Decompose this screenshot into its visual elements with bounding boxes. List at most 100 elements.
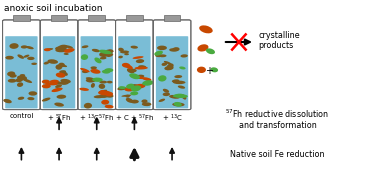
Ellipse shape bbox=[211, 67, 218, 72]
Ellipse shape bbox=[164, 66, 174, 70]
Ellipse shape bbox=[129, 73, 140, 79]
Ellipse shape bbox=[56, 48, 68, 52]
Ellipse shape bbox=[178, 86, 185, 89]
Ellipse shape bbox=[172, 79, 180, 83]
Ellipse shape bbox=[105, 92, 113, 96]
Ellipse shape bbox=[18, 97, 24, 100]
Ellipse shape bbox=[44, 48, 51, 51]
Ellipse shape bbox=[7, 71, 15, 76]
Ellipse shape bbox=[136, 59, 144, 63]
Ellipse shape bbox=[65, 45, 73, 49]
Ellipse shape bbox=[99, 94, 109, 98]
Ellipse shape bbox=[118, 56, 123, 58]
Ellipse shape bbox=[161, 63, 167, 66]
Ellipse shape bbox=[82, 45, 88, 48]
Ellipse shape bbox=[9, 43, 19, 49]
Ellipse shape bbox=[124, 53, 129, 55]
Ellipse shape bbox=[181, 94, 186, 100]
Ellipse shape bbox=[82, 71, 88, 73]
FancyBboxPatch shape bbox=[118, 36, 150, 108]
Ellipse shape bbox=[31, 63, 37, 65]
FancyBboxPatch shape bbox=[78, 20, 116, 110]
Text: + C + $^{57}$Fh: + C + $^{57}$Fh bbox=[115, 113, 154, 124]
Ellipse shape bbox=[20, 74, 25, 76]
Ellipse shape bbox=[27, 97, 34, 100]
Ellipse shape bbox=[174, 102, 182, 107]
Ellipse shape bbox=[163, 92, 170, 96]
Ellipse shape bbox=[44, 62, 49, 65]
Ellipse shape bbox=[104, 68, 113, 72]
Text: + $^{57}$Fh: + $^{57}$Fh bbox=[47, 113, 71, 124]
Ellipse shape bbox=[94, 95, 105, 98]
Text: $^{57}$Fh reductive dissolution
and transformation: $^{57}$Fh reductive dissolution and tran… bbox=[226, 107, 330, 130]
Ellipse shape bbox=[64, 53, 69, 55]
Ellipse shape bbox=[28, 91, 37, 96]
Ellipse shape bbox=[141, 99, 147, 103]
Ellipse shape bbox=[173, 81, 186, 84]
Text: + $^{13}$C$^{57}$Fh: + $^{13}$C$^{57}$Fh bbox=[79, 113, 115, 124]
Ellipse shape bbox=[90, 66, 97, 69]
Ellipse shape bbox=[46, 48, 53, 50]
FancyBboxPatch shape bbox=[3, 20, 40, 110]
Ellipse shape bbox=[58, 63, 65, 67]
Ellipse shape bbox=[84, 103, 92, 108]
Ellipse shape bbox=[180, 54, 188, 57]
Ellipse shape bbox=[94, 57, 102, 63]
Ellipse shape bbox=[86, 77, 94, 80]
Ellipse shape bbox=[167, 63, 174, 69]
Ellipse shape bbox=[119, 86, 126, 89]
Ellipse shape bbox=[134, 84, 146, 89]
Ellipse shape bbox=[102, 70, 110, 74]
Ellipse shape bbox=[56, 73, 65, 78]
Ellipse shape bbox=[99, 90, 104, 94]
FancyBboxPatch shape bbox=[43, 36, 75, 108]
Ellipse shape bbox=[99, 81, 107, 83]
Ellipse shape bbox=[99, 52, 109, 57]
Ellipse shape bbox=[130, 100, 139, 104]
Ellipse shape bbox=[80, 68, 90, 72]
Ellipse shape bbox=[42, 80, 50, 84]
Ellipse shape bbox=[54, 81, 62, 85]
Ellipse shape bbox=[173, 94, 183, 97]
Ellipse shape bbox=[92, 78, 103, 82]
Ellipse shape bbox=[122, 63, 130, 68]
Ellipse shape bbox=[55, 46, 64, 51]
Ellipse shape bbox=[55, 84, 62, 88]
Ellipse shape bbox=[62, 71, 68, 76]
Ellipse shape bbox=[172, 47, 180, 51]
Ellipse shape bbox=[169, 48, 177, 52]
Ellipse shape bbox=[99, 84, 105, 89]
Ellipse shape bbox=[132, 84, 140, 88]
Ellipse shape bbox=[142, 102, 151, 106]
Ellipse shape bbox=[5, 56, 14, 60]
Ellipse shape bbox=[155, 54, 162, 57]
Ellipse shape bbox=[157, 46, 167, 50]
Ellipse shape bbox=[206, 48, 215, 54]
Ellipse shape bbox=[42, 98, 51, 101]
Ellipse shape bbox=[64, 48, 74, 53]
Ellipse shape bbox=[106, 95, 113, 98]
Ellipse shape bbox=[21, 45, 28, 49]
Ellipse shape bbox=[138, 65, 146, 69]
Ellipse shape bbox=[107, 53, 113, 57]
Ellipse shape bbox=[59, 70, 66, 73]
Ellipse shape bbox=[105, 105, 113, 108]
Ellipse shape bbox=[133, 76, 144, 79]
Ellipse shape bbox=[99, 90, 107, 93]
Ellipse shape bbox=[126, 84, 135, 89]
Ellipse shape bbox=[91, 83, 95, 88]
Ellipse shape bbox=[158, 75, 166, 82]
Ellipse shape bbox=[154, 51, 163, 56]
FancyBboxPatch shape bbox=[88, 15, 105, 21]
Ellipse shape bbox=[79, 88, 89, 91]
Ellipse shape bbox=[48, 59, 58, 64]
Ellipse shape bbox=[26, 46, 34, 49]
FancyBboxPatch shape bbox=[116, 20, 153, 110]
Ellipse shape bbox=[131, 85, 141, 91]
Ellipse shape bbox=[42, 84, 51, 88]
FancyBboxPatch shape bbox=[40, 20, 78, 110]
FancyBboxPatch shape bbox=[13, 15, 30, 21]
Ellipse shape bbox=[169, 95, 180, 99]
Ellipse shape bbox=[92, 49, 100, 52]
Ellipse shape bbox=[179, 66, 186, 70]
